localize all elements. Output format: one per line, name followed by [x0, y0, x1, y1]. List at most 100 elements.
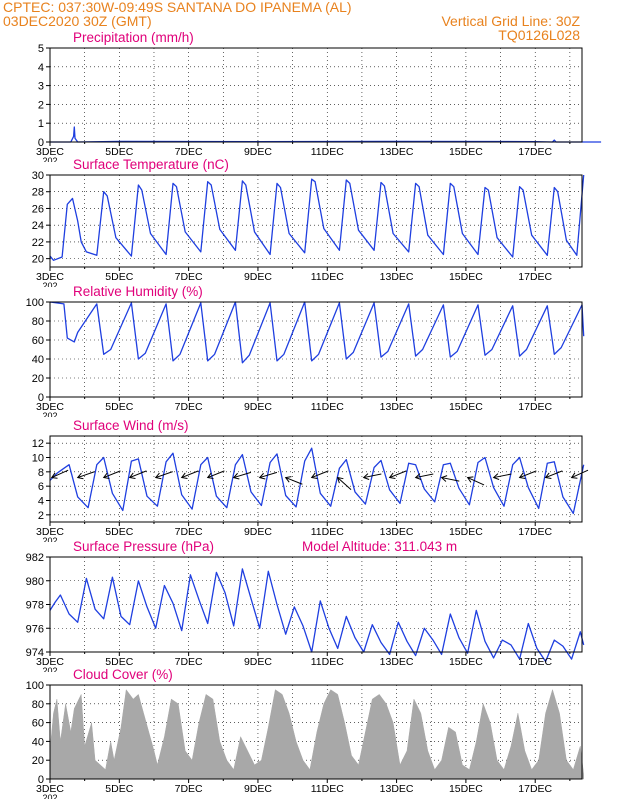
y-tick-label: 60	[32, 335, 44, 347]
wind-arrow	[232, 471, 252, 480]
wind-arrow	[102, 470, 121, 479]
x-tick-label: 17DEC	[518, 271, 552, 283]
panel-wind: 2 4 6 8 10 12 3DEC 5DEC 7DEC 9DEC 11DEC 13DEC 15DEC 1…	[32, 418, 589, 546]
rh-series-line	[49, 301, 585, 364]
x-tick-label: 17DEC	[518, 656, 552, 668]
precip-series-line	[50, 126, 602, 143]
y-tick-label: 60	[32, 718, 44, 730]
x-tick-label: 3DEC	[36, 271, 64, 283]
x-tick-label: 15DEC	[449, 401, 483, 413]
rh-title: Relative Humidity (%)	[73, 284, 203, 299]
x-tick-label: 17DEC	[518, 783, 552, 795]
wind-arrow	[206, 470, 225, 479]
wind-arrow	[492, 473, 512, 480]
x-tick-label: 5DEC	[105, 146, 133, 158]
wind-series-line	[49, 447, 585, 515]
x-tick-label: 5DEC	[105, 271, 133, 283]
plot-frame	[49, 435, 583, 523]
wind-title: Surface Wind (m/s)	[73, 418, 189, 433]
panel-cloud: 0 20 40 60 80 100 3DEC 5DEC 7DEC 9DEC 11DEC 13DEC 15…	[26, 667, 584, 800]
y-tick-label: 10	[32, 453, 44, 465]
wind-arrow	[440, 475, 460, 482]
y-tick-label: 12	[32, 438, 44, 450]
x-tick-label: 13DEC	[380, 526, 414, 538]
wind-arrow	[76, 471, 95, 480]
x-year-label: 202	[42, 536, 57, 546]
x-tick-label: 17DEC	[518, 146, 552, 158]
wind-arrow	[310, 470, 329, 479]
x-tick-label: 9DEC	[244, 656, 272, 668]
y-tick-label: 6	[38, 481, 44, 493]
x-tick-label: 9DEC	[244, 783, 272, 795]
header-model-id: TQ0126L028	[498, 27, 580, 43]
wind-arrow	[388, 470, 407, 479]
x-year-label: 202	[42, 666, 57, 676]
x-tick-label: 11DEC	[311, 146, 344, 158]
x-tick-label: 15DEC	[449, 783, 483, 795]
x-year-label: 202	[42, 156, 57, 166]
wind-arrow	[544, 470, 563, 479]
y-tick-label: 100	[26, 297, 44, 309]
header-date: 03DEC2020 30Z (GMT)	[3, 13, 152, 29]
x-tick-label: 7DEC	[175, 783, 203, 795]
wind-arrow	[414, 473, 434, 480]
plot-frame	[49, 174, 583, 268]
panel-rh: 0 20 40 60 80 100 3DEC 5DEC 7DEC 9DEC 11DEC 13DEC 15…	[26, 284, 585, 421]
x-tick-label: 17DEC	[518, 526, 552, 538]
y-tick-label: 978	[26, 600, 44, 612]
x-year-label: 202	[42, 281, 57, 291]
plot-frame	[49, 684, 583, 780]
y-tick-label: 30	[32, 170, 44, 182]
x-tick-label: 7DEC	[175, 526, 203, 538]
y-tick-label: 80	[32, 316, 44, 328]
wind-arrow	[180, 470, 199, 479]
x-tick-label: 5DEC	[105, 656, 133, 668]
y-tick-label: 26	[32, 203, 44, 215]
x-tick-label: 11DEC	[311, 656, 344, 668]
y-tick-label: 20	[32, 254, 44, 266]
y-tick-label: 0	[38, 392, 44, 404]
x-tick-label: 7DEC	[175, 656, 203, 668]
panel-pres: 974 976 978 980 982 3DEC 5DEC 7DEC 9DEC 11DEC 13DE…	[26, 539, 585, 676]
x-tick-label: 3DEC	[36, 146, 64, 158]
pres-title: Surface Pressure (hPa)	[73, 539, 214, 554]
wind-arrow	[284, 476, 303, 485]
panel-temp: 20 22 24 26 28 30 3DEC 5DEC 7DEC 9DEC 11DEC 13DEC 15…	[32, 157, 585, 291]
x-tick-label: 13DEC	[380, 401, 414, 413]
x-tick-label: 7DEC	[175, 146, 203, 158]
wind-arrow	[466, 476, 485, 486]
wind-arrow	[570, 469, 589, 479]
plot-frame	[49, 47, 583, 143]
wind-arrow	[50, 469, 69, 479]
x-year-label: 202	[42, 793, 57, 800]
wind-arrow	[336, 476, 352, 490]
x-tick-label: 15DEC	[449, 271, 483, 283]
y-tick-label: 8	[38, 467, 44, 479]
x-tick-label: 13DEC	[380, 271, 414, 283]
x-tick-label: 15DEC	[449, 526, 483, 538]
y-tick-label: 20	[32, 373, 44, 385]
wind-arrow	[362, 473, 382, 480]
wind-arrow	[258, 471, 278, 480]
x-tick-label: 9DEC	[244, 146, 272, 158]
x-tick-label: 9DEC	[244, 271, 272, 283]
x-tick-label: 3DEC	[36, 656, 64, 668]
y-tick-label: 1	[38, 118, 44, 130]
header-grid-line: Vertical Grid Line: 30Z	[441, 13, 580, 29]
x-tick-label: 5DEC	[105, 526, 133, 538]
x-tick-label: 9DEC	[244, 401, 272, 413]
y-tick-label: 974	[26, 647, 44, 659]
x-tick-label: 7DEC	[175, 271, 203, 283]
temp-title: Surface Temperature (nC)	[73, 157, 229, 172]
x-tick-label: 9DEC	[244, 526, 272, 538]
x-tick-label: 15DEC	[449, 146, 483, 158]
y-tick-label: 3	[38, 81, 44, 93]
x-year-label: 202	[42, 411, 57, 421]
y-tick-label: 0	[38, 774, 44, 786]
x-tick-label: 3DEC	[36, 783, 64, 795]
wind-arrow	[154, 471, 173, 480]
x-tick-label: 13DEC	[380, 146, 414, 158]
x-tick-label: 17DEC	[518, 401, 552, 413]
y-tick-label: 0	[38, 137, 44, 149]
